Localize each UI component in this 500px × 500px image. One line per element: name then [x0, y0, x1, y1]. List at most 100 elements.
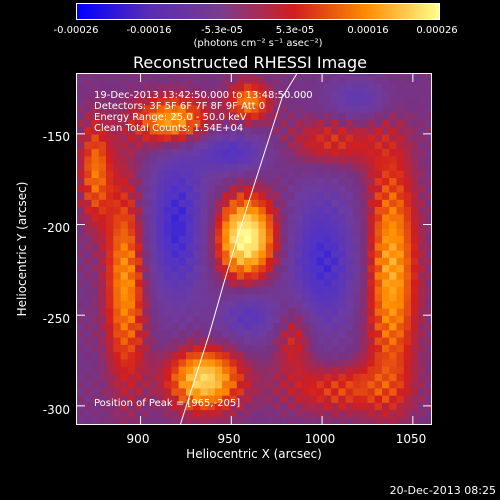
heatmap-cell: [345, 373, 354, 382]
heatmap-cell: [156, 162, 165, 171]
heatmap-cell: [360, 119, 369, 128]
heatmap-cell: [98, 344, 107, 353]
heatmap-cell: [171, 416, 180, 424]
heatmap-cell: [345, 257, 354, 266]
heatmap-cell: [302, 351, 310, 360]
heatmap-cell: [418, 344, 427, 353]
heatmap-cell: [185, 416, 194, 424]
heatmap-cell: [164, 206, 172, 215]
heatmap-cell: [425, 112, 431, 120]
heatmap-cell: [207, 119, 216, 128]
heatmap-cell: [287, 358, 296, 367]
heatmap-cell: [265, 75, 274, 84]
heatmap-cell: [244, 119, 252, 128]
heatmap-cell: [403, 366, 412, 374]
heatmap-cell: [287, 228, 296, 236]
heatmap-cell: [425, 104, 431, 113]
heatmap-cell: [215, 177, 223, 186]
heatmap-cell: [323, 75, 332, 84]
heatmap-cell: [382, 170, 390, 178]
heatmap-cell: [265, 126, 274, 135]
heatmap-cell: [142, 329, 151, 338]
heatmap-cell: [106, 271, 114, 280]
heatmap-cell: [316, 104, 325, 113]
heatmap-cell: [425, 264, 431, 273]
heatmap-cell: [113, 184, 122, 193]
heatmap-cell: [185, 112, 194, 120]
heatmap-cell: [338, 74, 347, 77]
heatmap-cell: [207, 90, 216, 99]
heatmap-cell: [113, 344, 122, 353]
heatmap-cell: [178, 409, 187, 418]
heatmap-cell: [171, 184, 180, 193]
heatmap-cell: [120, 409, 129, 418]
heatmap-cell: [120, 206, 129, 215]
heatmap-cell: [222, 199, 231, 207]
heatmap-cell: [367, 315, 376, 324]
heatmap-cell: [389, 373, 398, 382]
heatmap-cell: [236, 257, 245, 266]
heatmap-cell: [280, 228, 289, 236]
heatmap-cell: [164, 387, 172, 396]
heatmap-cell: [251, 199, 260, 207]
heatmap-cell: [309, 141, 318, 149]
heatmap-cell: [367, 286, 376, 295]
heatmap-cell: [135, 351, 143, 360]
heatmap-cell: [142, 162, 151, 171]
heatmap-cell: [425, 170, 431, 178]
heatmap-cell: [294, 402, 303, 411]
heatmap-cell: [84, 162, 93, 171]
heatmap-cell: [382, 307, 390, 316]
heatmap-cell: [418, 278, 427, 287]
heatmap-cell: [185, 249, 194, 258]
heatmap-cell: [258, 351, 267, 360]
heatmap-cell: [411, 380, 419, 389]
heatmap-cell: [258, 119, 267, 128]
heatmap-cell: [127, 322, 136, 331]
heatmap-cell: [207, 83, 216, 91]
heatmap-cell: [84, 373, 93, 382]
heatmap-cell: [113, 380, 122, 389]
heatmap-cell: [345, 344, 354, 353]
heatmap-cell: [294, 387, 303, 396]
heatmap-cell: [77, 373, 85, 382]
heatmap-cell: [77, 329, 85, 338]
heatmap-cell: [345, 191, 354, 200]
heatmap-cell: [338, 322, 347, 331]
heatmap-cell: [411, 83, 419, 91]
heatmap-cell: [345, 75, 354, 84]
heatmap-cell: [251, 264, 260, 273]
heatmap-cell: [215, 206, 223, 215]
heatmap-cell: [302, 416, 310, 424]
heatmap-cell: [207, 307, 216, 316]
heatmap-cell: [142, 206, 151, 215]
heatmap-cell: [338, 126, 347, 135]
heatmap-cell: [418, 315, 427, 324]
heatmap-cell: [352, 206, 361, 215]
heatmap-cell: [156, 329, 165, 338]
heatmap-cell: [156, 351, 165, 360]
heatmap-cell: [84, 206, 93, 215]
heatmap-cell: [367, 409, 376, 418]
heatmap-cell: [345, 235, 354, 244]
heatmap-cell: [382, 315, 390, 324]
heatmap-cell: [200, 286, 209, 295]
heatmap-cell: [389, 155, 398, 164]
heatmap-cell: [113, 74, 122, 77]
heatmap-cell: [360, 74, 369, 77]
heatmap-cell: [193, 228, 202, 236]
heatmap-cell: [91, 220, 100, 229]
heatmap-cell: [418, 380, 427, 389]
heatmap-cell: [185, 90, 194, 99]
heatmap-cell: [149, 416, 158, 424]
heatmap-cell: [258, 75, 267, 84]
heatmap-cell: [418, 155, 427, 164]
heatmap-cell: [135, 307, 143, 316]
heatmap-cell: [98, 322, 107, 331]
heatmap-cell: [280, 416, 289, 424]
heatmap-cell: [389, 141, 398, 149]
heatmap-cell: [287, 380, 296, 389]
heatmap-cell: [425, 387, 431, 396]
heatmap-cell: [258, 184, 267, 193]
heatmap-cell: [215, 300, 223, 309]
